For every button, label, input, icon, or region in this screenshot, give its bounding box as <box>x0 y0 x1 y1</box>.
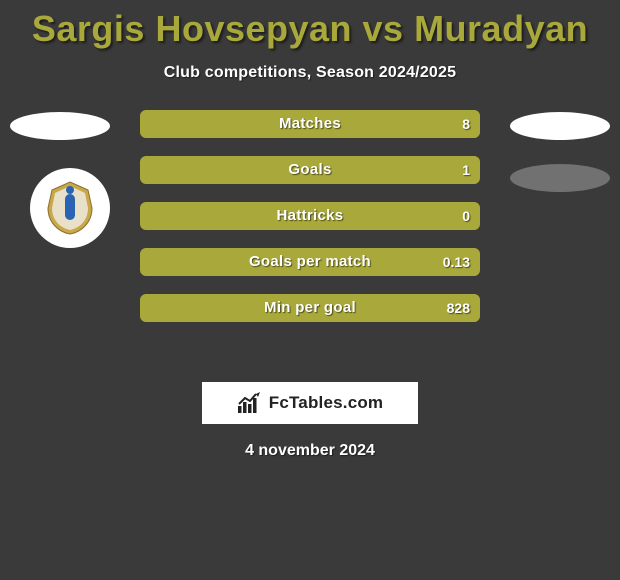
stat-bar-label: Goals <box>140 156 480 184</box>
stat-bar-value: 0.13 <box>443 248 470 276</box>
stat-bar-label: Hattricks <box>140 202 480 230</box>
stat-bars: Matches8Goals1Hattricks0Goals per match0… <box>140 110 480 340</box>
stat-bar-label: Min per goal <box>140 294 480 322</box>
stats-area: Matches8Goals1Hattricks0Goals per match0… <box>0 110 620 370</box>
stat-bar: Goals1 <box>140 156 480 184</box>
page-title: Sargis Hovsepyan vs Muradyan <box>0 8 620 50</box>
right-ellipse-2 <box>510 164 610 192</box>
right-ellipse-1 <box>510 112 610 140</box>
stat-bar: Min per goal828 <box>140 294 480 322</box>
stat-bar-value: 828 <box>447 294 470 322</box>
brand-text: FcTables.com <box>269 393 384 413</box>
stat-bar-label: Matches <box>140 110 480 138</box>
stat-bar: Matches8 <box>140 110 480 138</box>
brand-icon <box>237 392 263 414</box>
club-badge <box>30 168 110 248</box>
stat-bar: Hattricks0 <box>140 202 480 230</box>
left-ellipse-1 <box>10 112 110 140</box>
stat-bar-value: 1 <box>462 156 470 184</box>
stat-bar: Goals per match0.13 <box>140 248 480 276</box>
stat-bar-value: 8 <box>462 110 470 138</box>
page-subtitle: Club competitions, Season 2024/2025 <box>0 64 620 82</box>
stat-bar-label: Goals per match <box>140 248 480 276</box>
date-text: 4 november 2024 <box>0 442 620 460</box>
stat-bar-value: 0 <box>462 202 470 230</box>
badge-icon <box>40 178 100 238</box>
brand-box[interactable]: FcTables.com <box>202 382 418 424</box>
